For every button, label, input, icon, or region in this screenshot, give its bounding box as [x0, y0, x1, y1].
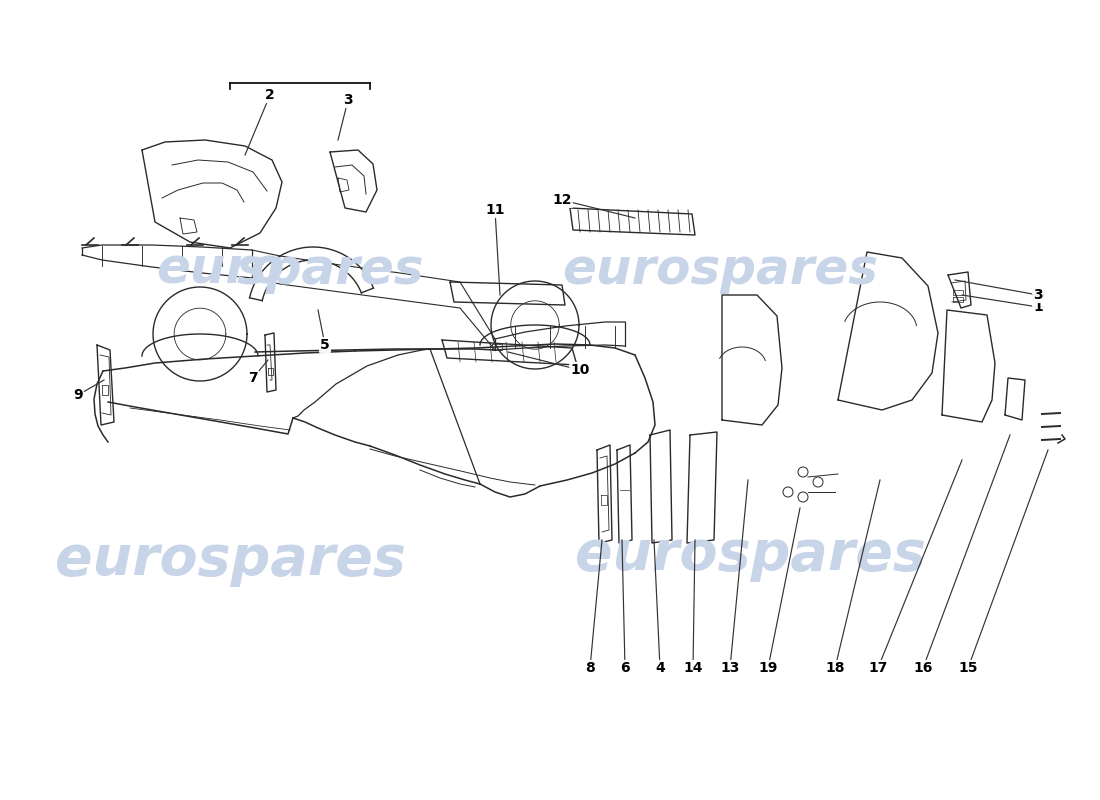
Text: eurospares: eurospares	[574, 528, 925, 582]
Text: spares: spares	[236, 246, 424, 294]
Text: 10: 10	[570, 363, 590, 377]
Text: 3: 3	[343, 93, 353, 107]
Text: 9: 9	[74, 388, 82, 402]
Text: 11: 11	[485, 203, 505, 217]
Text: 7: 7	[249, 371, 257, 385]
Text: 17: 17	[868, 661, 888, 675]
Text: 4: 4	[656, 661, 664, 675]
Text: 1: 1	[1033, 300, 1043, 314]
Text: 8: 8	[585, 661, 595, 675]
Text: 14: 14	[683, 661, 703, 675]
Text: 19: 19	[758, 661, 778, 675]
Text: eurospares: eurospares	[562, 246, 878, 294]
Text: 16: 16	[913, 661, 933, 675]
Text: 2: 2	[265, 88, 275, 102]
Text: 18: 18	[825, 661, 845, 675]
Text: 13: 13	[720, 661, 739, 675]
Text: 5: 5	[320, 338, 330, 352]
Text: 6: 6	[620, 661, 630, 675]
Text: eurospares: eurospares	[55, 533, 406, 587]
Text: 3: 3	[1033, 288, 1043, 302]
Text: 12: 12	[552, 193, 572, 207]
Text: euro: euro	[156, 246, 284, 294]
Text: 15: 15	[958, 661, 978, 675]
